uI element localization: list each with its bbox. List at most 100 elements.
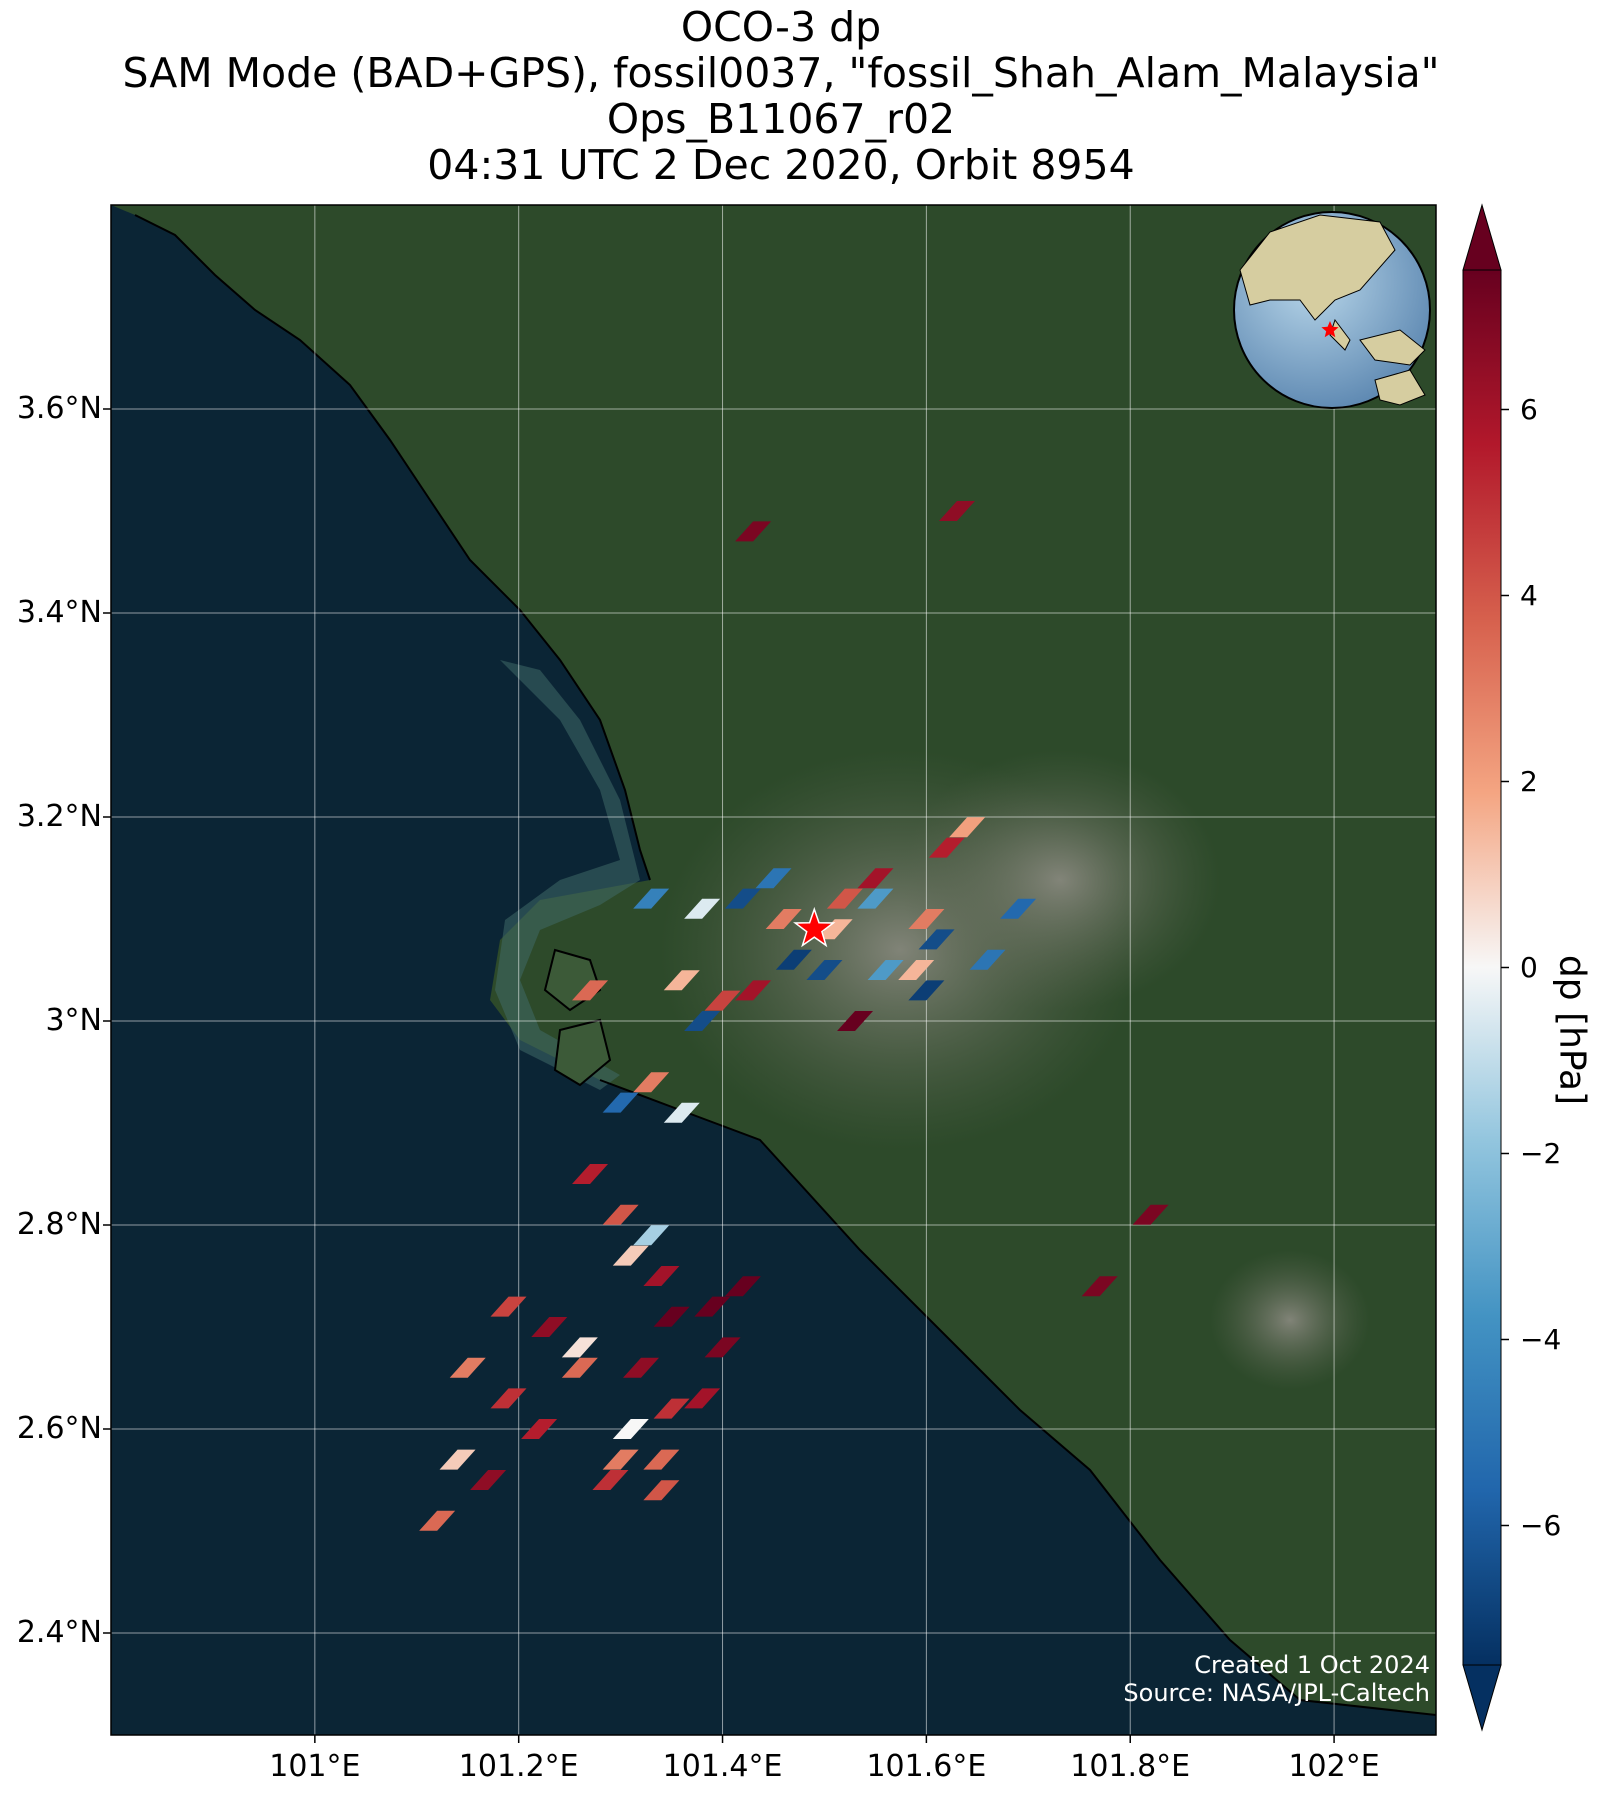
title-line-2: SAM Mode (BAD+GPS), fossil0037, "fossil_… xyxy=(122,49,1440,97)
sea-area xyxy=(111,205,1436,1735)
dp-footprint xyxy=(612,1419,649,1439)
dp-footprint xyxy=(684,1388,721,1409)
dp-footprint xyxy=(704,990,741,1011)
dp-footprint xyxy=(704,1337,741,1358)
dp-footprint xyxy=(684,898,721,919)
dp-footprint xyxy=(949,817,986,838)
dp-footprint xyxy=(643,1266,680,1286)
dp-footprint xyxy=(470,1470,507,1490)
urban-area-east xyxy=(900,750,1220,1010)
dp-footprint xyxy=(918,929,955,950)
dp-footprint xyxy=(663,970,700,991)
title-line-3: Ops_B11067_r02 xyxy=(606,95,956,143)
dp-footprint xyxy=(663,1102,700,1123)
source-credit: Source: NASA/JPL-Caltech xyxy=(1123,1679,1430,1707)
globe-australia xyxy=(1374,369,1426,406)
dp-footprint xyxy=(969,949,1006,970)
dp-footprint xyxy=(898,960,935,980)
dp-footprint xyxy=(806,960,843,980)
colorbar-label: dp [hPa] xyxy=(1551,954,1593,1106)
dp-footprint xyxy=(561,1337,598,1358)
graticule xyxy=(111,205,1436,1735)
lat-tick-label: 3.2°N xyxy=(16,799,102,834)
colorbar-extend-min xyxy=(1462,1664,1502,1732)
dp-footprint xyxy=(643,1449,680,1470)
dp-footprint xyxy=(531,1317,568,1337)
colorbar-tick-label: −2 xyxy=(1520,1136,1562,1170)
lat-tick-label: 2.6°N xyxy=(16,1411,102,1446)
dp-footprint xyxy=(602,1092,639,1113)
island-south xyxy=(553,1018,612,1087)
dp-footprint xyxy=(602,1449,639,1470)
figure-title: OCO-3 dp SAM Mode (BAD+GPS), fossil0037,… xyxy=(0,4,1562,188)
lat-tick-label: 2.8°N xyxy=(16,1207,102,1242)
dp-footprint xyxy=(735,980,772,1001)
dp-footprint xyxy=(724,1276,761,1297)
dp-footprint xyxy=(857,888,894,909)
axis-ticks xyxy=(103,408,1335,1743)
lat-tick-label: 3.6°N xyxy=(16,391,102,426)
dp-footprint xyxy=(561,1357,598,1378)
dp-footprints xyxy=(419,501,1169,1531)
dp-footprint xyxy=(490,1388,527,1409)
dp-footprint xyxy=(857,868,894,889)
coastline xyxy=(134,214,1436,1716)
dp-footprint xyxy=(755,868,792,889)
dp-footprint xyxy=(643,1480,680,1501)
colorbar-tick-label: −4 xyxy=(1520,1322,1562,1356)
dp-footprint xyxy=(684,1011,721,1031)
urban-area-southeast xyxy=(1210,1250,1370,1390)
dp-footprint xyxy=(1000,898,1037,919)
dp-footprint xyxy=(938,501,975,521)
inset-globe xyxy=(1233,211,1431,409)
coastal-shallows xyxy=(495,660,640,1090)
dp-footprint xyxy=(775,949,812,970)
colorbar-extend-max xyxy=(1462,203,1502,271)
dp-footprint xyxy=(449,1357,486,1378)
lon-tick-label: 101.4°E xyxy=(662,1749,783,1784)
dp-footprint xyxy=(837,1011,874,1031)
dp-footprint xyxy=(653,1306,690,1327)
dp-footprint xyxy=(572,1164,609,1184)
dp-footprint xyxy=(928,837,965,858)
dp-footprint xyxy=(908,909,945,929)
title-line-1: OCO-3 dp xyxy=(680,3,882,51)
lat-tick-label: 3°N xyxy=(45,1003,102,1038)
colorbar-tick-label: 0 xyxy=(1520,950,1538,984)
colorbar-ticks xyxy=(1501,408,1509,1527)
dp-footprint xyxy=(694,1296,731,1317)
target-star-icon xyxy=(793,906,836,948)
title-line-4: 04:31 UTC 2 Dec 2020, Orbit 8954 xyxy=(427,141,1135,189)
lon-tick-label: 101.8°E xyxy=(1070,1749,1191,1784)
lon-tick-label: 101°E xyxy=(269,1749,361,1784)
dp-footprint xyxy=(1081,1276,1118,1297)
colorbar-tick-label: 4 xyxy=(1520,578,1538,612)
map-frame xyxy=(110,204,1437,1736)
colorbar-body xyxy=(1462,269,1502,1666)
dp-footprint xyxy=(572,980,609,1001)
dp-footprint xyxy=(633,888,670,909)
dp-footprint xyxy=(602,1204,639,1225)
map-area xyxy=(111,205,1436,1735)
lon-tick-label: 101.6°E xyxy=(866,1749,987,1784)
dp-footprint xyxy=(1132,1204,1169,1225)
dp-footprint xyxy=(633,1072,670,1093)
dp-footprint xyxy=(521,1419,558,1439)
colorbar-tick-label: 6 xyxy=(1520,392,1538,426)
globe-indonesia xyxy=(1359,329,1426,366)
dp-footprint xyxy=(490,1296,527,1317)
created-date: Created 1 Oct 2024 xyxy=(1194,1651,1430,1679)
dp-footprint xyxy=(867,960,904,980)
dp-footprint xyxy=(439,1449,476,1470)
colorbar xyxy=(1462,203,1509,1732)
dp-footprint xyxy=(724,888,761,909)
dp-footprint xyxy=(633,1225,670,1246)
dp-footprint xyxy=(765,909,802,929)
globe-asia xyxy=(1239,214,1396,321)
dp-footprint xyxy=(816,919,853,940)
dp-footprint xyxy=(623,1357,659,1378)
lon-tick-label: 101.2°E xyxy=(458,1749,579,1784)
dp-footprint xyxy=(592,1470,629,1490)
dp-footprint xyxy=(653,1398,690,1419)
